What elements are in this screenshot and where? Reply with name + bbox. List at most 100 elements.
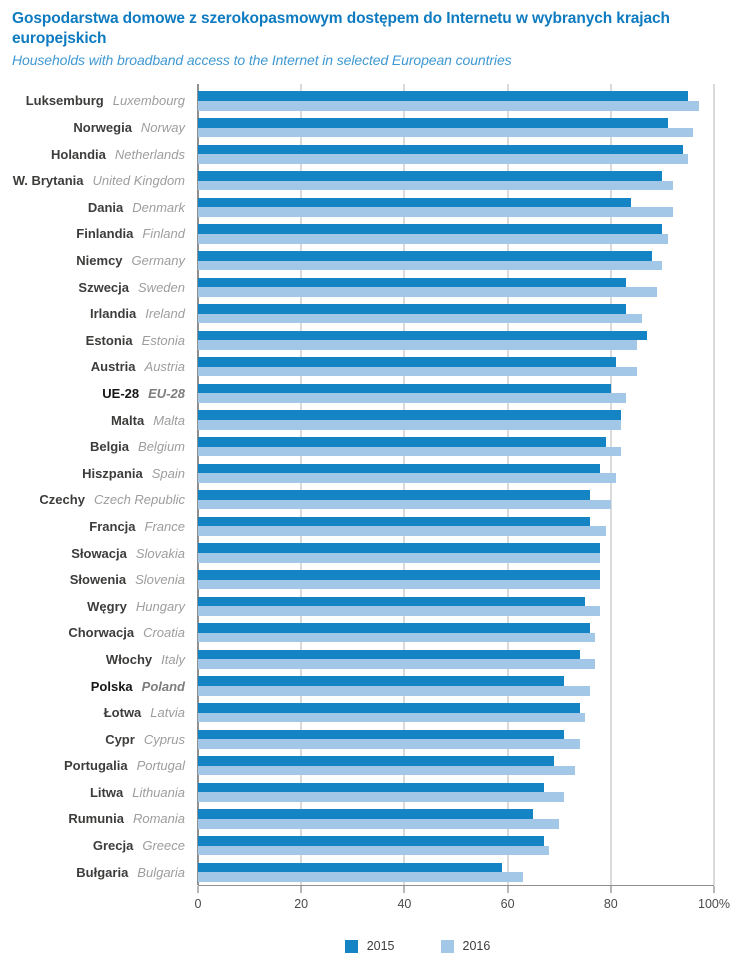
bar-2015 — [198, 357, 616, 367]
country-bars — [198, 437, 714, 457]
country-name-english: Greece — [142, 838, 185, 854]
gridline-100 — [713, 83, 715, 886]
bar-2015 — [198, 835, 544, 846]
country-name-english: Romania — [132, 811, 185, 827]
country-labels: Belgia Belgium — [12, 440, 198, 453]
legend: 2015 2016 — [102, 939, 733, 953]
country-labels: Francja France — [12, 520, 198, 533]
country-labels: Norwegia Norway — [12, 121, 198, 134]
country-labels: Hiszpania Spain — [12, 467, 198, 480]
bar-2016 — [198, 446, 622, 457]
bar-2016 — [198, 366, 637, 377]
bar-2016 — [198, 154, 689, 164]
bar-2015 — [198, 676, 565, 687]
chart-row: Litwa Lithuania — [12, 779, 733, 806]
chart-row: Dania Denmark — [12, 194, 733, 221]
chart-row: Czechy Czech Republic — [12, 487, 733, 514]
bar-2016 — [198, 686, 591, 696]
bar-2015 — [198, 543, 601, 554]
country-bars — [198, 729, 714, 749]
bar-2016 — [198, 526, 606, 537]
legend-swatch-2016 — [440, 939, 454, 953]
country-name-polish: Finlandia — [76, 226, 134, 242]
country-name-polish: Hiszpania — [82, 465, 143, 481]
chart-row: Portugalia Portugal — [12, 753, 733, 780]
country-name-english: Italy — [161, 651, 185, 667]
country-name-english: Finland — [142, 226, 185, 242]
axis-tick-60 — [507, 886, 509, 894]
country-labels: Austria Austria — [12, 360, 198, 373]
country-labels: Czechy Czech Republic — [12, 493, 198, 506]
country-bars — [198, 304, 714, 324]
country-bars — [198, 490, 714, 510]
legend-item-2016: 2016 — [440, 939, 490, 953]
country-bars — [198, 197, 714, 217]
bar-2016 — [198, 872, 524, 882]
country-labels: Luksemburg Luxembourg — [12, 94, 198, 107]
country-bars — [198, 862, 714, 882]
chart-row: Norwegia Norway — [12, 114, 733, 141]
axis-tick-label-60: 60 — [500, 897, 515, 912]
bar-2016 — [198, 499, 611, 510]
country-labels: Finlandia Finland — [12, 227, 198, 240]
country-bars — [198, 809, 714, 829]
axis-tick-0 — [197, 886, 199, 894]
country-bars — [198, 703, 714, 723]
chart-row: Finlandia Finland — [12, 221, 733, 248]
chart-rows: Luksemburg Luxembourg Norwegia Norway Hola… — [12, 88, 733, 886]
chart-row: Słowacja Slovakia — [12, 540, 733, 567]
bar-2015 — [198, 171, 663, 181]
country-bars — [198, 782, 714, 802]
chart-row: W. Brytania United Kingdom — [12, 167, 733, 194]
bar-2015 — [198, 756, 555, 766]
axis-tick-label-100: 100% — [698, 897, 730, 912]
bar-2016 — [198, 659, 596, 670]
country-labels: Irlandia Ireland — [12, 307, 198, 320]
country-bars — [198, 649, 714, 670]
bar-2016 — [198, 340, 637, 350]
axis-tick-20 — [300, 886, 302, 894]
country-bars — [198, 676, 714, 696]
chart-title-english: Households with broadband access to the … — [12, 51, 512, 68]
chart-row: Chorwacja Croatia — [12, 620, 733, 647]
country-labels: Cypr Cyprus — [12, 733, 198, 746]
axis-tick-label-40: 40 — [397, 897, 412, 912]
chart-row: Łotwa Latvia — [12, 699, 733, 726]
country-name-polish: Bułgaria — [76, 864, 129, 880]
country-name-polish: Włochy — [105, 651, 153, 667]
chart-row: Belgia Belgium — [12, 433, 733, 460]
country-name-polish: Polska — [90, 678, 133, 694]
country-name-polish: Belgia — [90, 439, 130, 455]
country-bars — [198, 516, 714, 537]
country-name-polish: Norwegia — [73, 120, 132, 136]
bar-2015 — [198, 330, 647, 341]
bar-2016 — [198, 845, 549, 856]
country-name-polish: Niemcy — [76, 253, 123, 269]
bar-2016 — [198, 100, 699, 111]
x-axis-line — [198, 885, 714, 887]
chart-row: Hiszpania Spain — [12, 460, 733, 487]
country-bars — [198, 623, 714, 643]
bar-2016 — [198, 792, 565, 802]
bar-chart: Luksemburg Luxembourg Norwegia Norway Hola… — [12, 83, 733, 953]
bar-2016 — [198, 765, 575, 776]
country-name-english: Austria — [144, 359, 185, 375]
bar-2015 — [198, 516, 591, 527]
country-labels: Litwa Lithuania — [12, 786, 198, 799]
country-labels: Estonia Estonia — [12, 334, 198, 347]
country-labels: Malta Malta — [12, 414, 198, 427]
country-name-polish: Irlandia — [90, 306, 137, 322]
chart-row: Austria Austria — [12, 354, 733, 381]
chart-row: Rumunia Romania — [12, 806, 733, 833]
chart-row: Węgry Hungary — [12, 593, 733, 620]
country-labels: Portugalia Portugal — [12, 759, 198, 772]
country-name-polish: Francja — [89, 518, 136, 534]
bar-2015 — [198, 809, 534, 819]
country-labels: Bułgaria Bulgaria — [12, 866, 198, 879]
country-name-english: Latvia — [150, 705, 185, 721]
country-name-english: Hungary — [135, 598, 185, 614]
country-name-polish: Rumunia — [68, 811, 124, 827]
country-labels: Łotwa Latvia — [12, 706, 198, 719]
chart-row: Grecja Greece — [12, 832, 733, 859]
bar-2015 — [198, 862, 503, 873]
